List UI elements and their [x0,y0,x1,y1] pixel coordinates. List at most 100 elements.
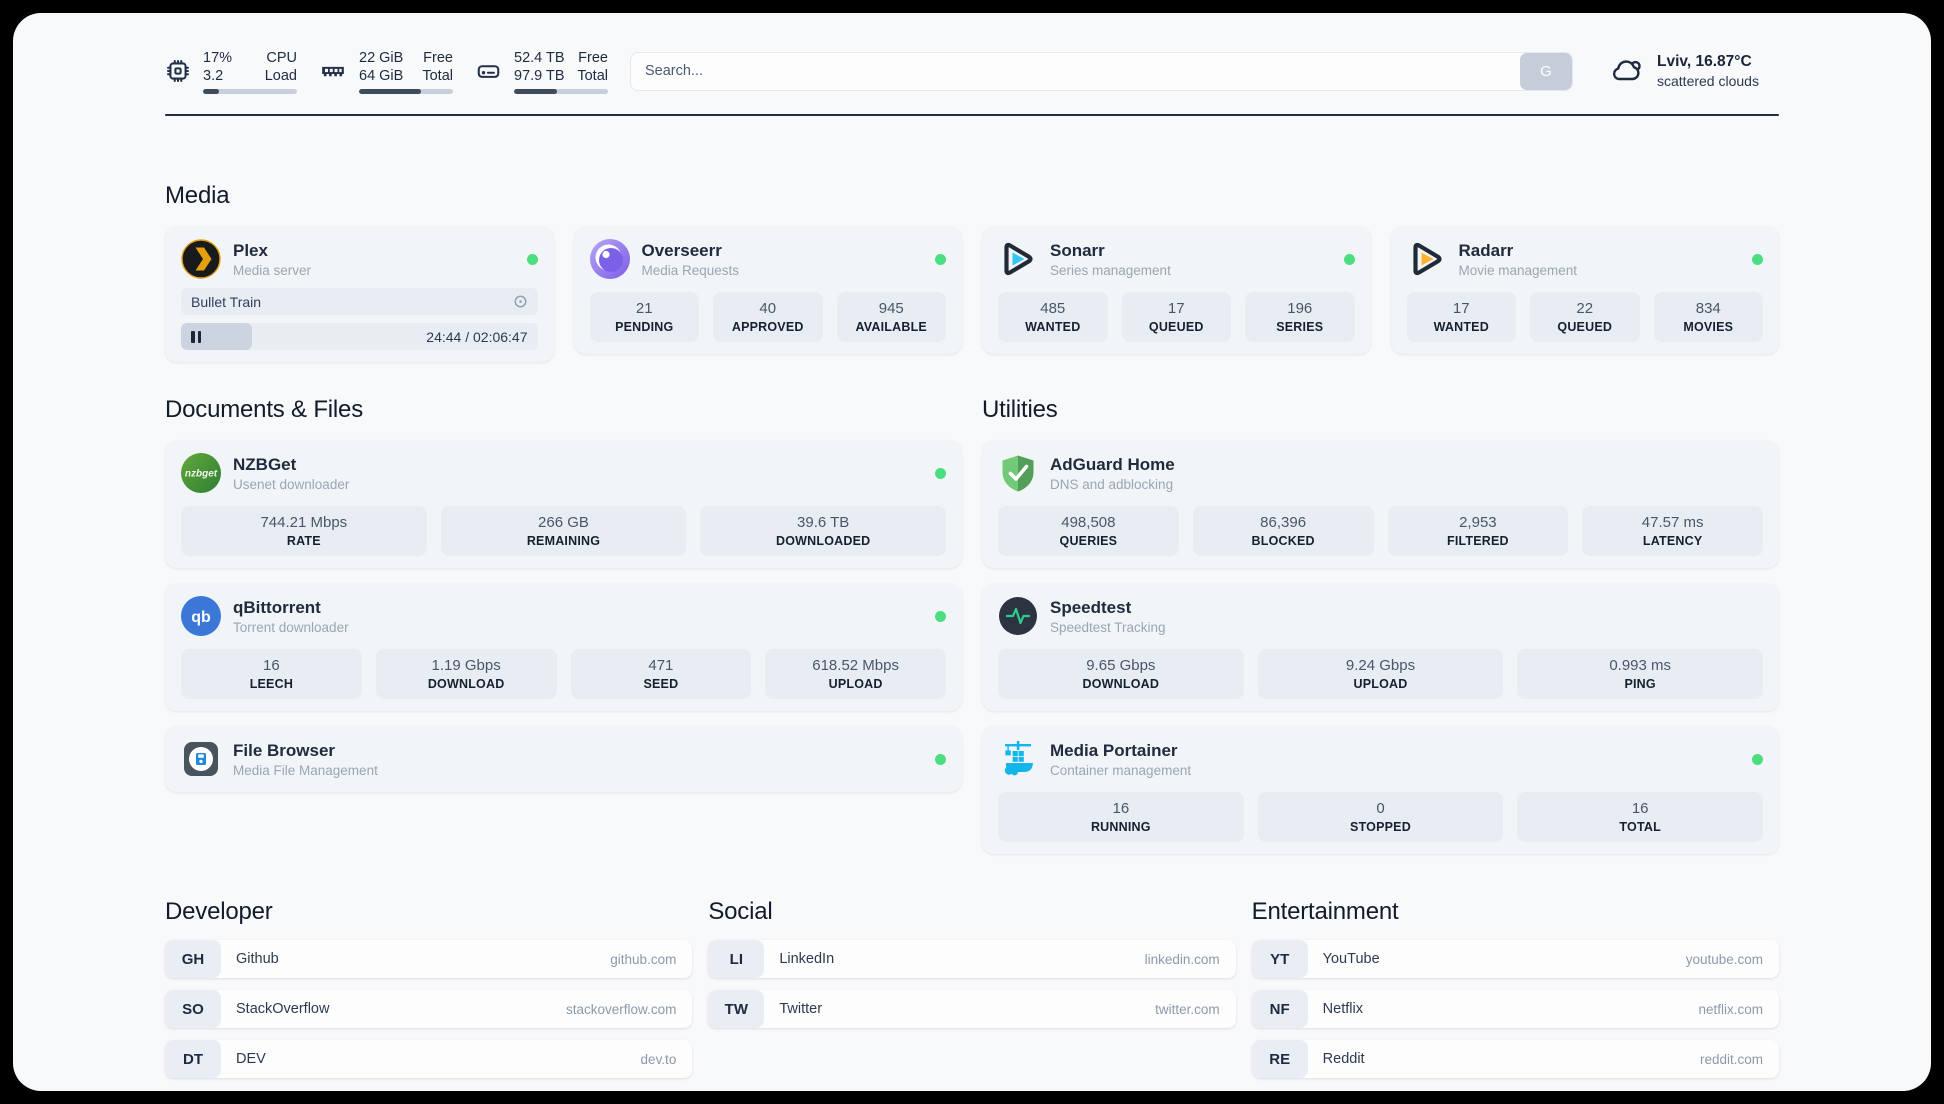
player-progress-row[interactable]: 24:44 / 02:06:47 [181,323,538,350]
stat-value: 40 [759,300,777,317]
app-card-overseerr[interactable]: Overseerr Media Requests 21 PENDING 40 A… [573,226,962,354]
stat-value: 16 [1112,800,1130,817]
cpu-progress-fill [203,88,219,94]
app-card-adguard[interactable]: AdGuard Home DNS and adblocking 498,508 … [982,440,1779,568]
cpu-widget: 17% CPU 3.2 Load [165,49,297,94]
app-subtitle: Torrent downloader [233,619,349,635]
pause-icon[interactable] [191,330,201,343]
app-card-portainer[interactable]: Media Portainer Container management 16 … [982,726,1779,854]
disk-total: 97.9 TB [514,67,565,84]
disk-icon [475,58,502,84]
stat-value: 17 [1167,300,1185,317]
memory-total-label: Total [422,67,453,84]
stat-filtered: 2,953 FILTERED [1387,506,1569,556]
stat-value: 21 [635,300,653,317]
stat-downloaded: 39.6 TB DOWNLOADED [700,506,946,556]
section-entertainment: Entertainment YT YouTube youtube.com NF … [1251,898,1779,1090]
app-subtitle: Media File Management [233,762,378,778]
radarr-icon [1407,239,1447,279]
bookmark-youtube[interactable]: YT YouTube youtube.com [1251,940,1779,978]
filebrowser-icon [181,739,221,779]
stat-value: 47.57 ms [1641,514,1704,531]
stat-value: 17 [1452,300,1470,317]
app-subtitle: DNS and adblocking [1050,476,1174,492]
portainer-icon [998,739,1038,779]
cloud-icon [1609,54,1645,89]
bookmark-dev[interactable]: DT DEV dev.to [165,1040,693,1078]
stat-label: PING [1624,677,1656,691]
bookmark-url: netflix.com [1698,1001,1763,1017]
stat-ping: 0.993 ms PING [1517,649,1763,699]
bookmark-linkedin[interactable]: LI LinkedIn linkedin.com [708,940,1236,978]
bookmark-url: dev.to [640,1051,677,1067]
stat-download: 1.19 Gbps DOWNLOAD [375,649,557,699]
app-title: Sonarr [1050,240,1105,260]
app-card-nzbget[interactable]: nzbget NZBGet Usenet downloader 744.21 M… [165,440,962,568]
stat-label: SEED [643,677,679,691]
app-card-qbittorrent[interactable]: qb qBittorrent Torrent downloader 16 LEE… [165,583,962,711]
now-playing-title: Bullet Train [191,293,262,310]
bookmark-abbr: TW [708,990,765,1028]
app-subtitle: Media server [233,262,312,278]
stat-label: DOWNLOADED [775,534,871,548]
stat-pending: 21 PENDING [589,292,699,342]
stat-value: 266 GB [538,514,589,531]
app-card-sonarr[interactable]: Sonarr Series management 485 WANTED 17 Q… [982,226,1371,354]
search-bar: G [630,51,1573,91]
stat-value: 485 [1040,300,1066,317]
section-title-entertainment: Entertainment [1251,898,1399,925]
bookmark-stackoverflow[interactable]: SO StackOverflow stackoverflow.com [165,990,693,1028]
app-title: Overseerr [641,240,722,260]
bookmark-name: Reddit [1322,1051,1365,1067]
search-input[interactable] [631,52,1520,90]
adguard-icon [998,453,1038,493]
bookmark-name: Netflix [1322,1001,1363,1017]
app-card-speedtest[interactable]: Speedtest Speedtest Tracking 9.65 Gbps D… [982,583,1779,711]
section-documents: Documents & Files nzbget [165,396,962,854]
status-dot [935,253,946,265]
status-dot [935,610,946,622]
app-subtitle: Series management [1050,262,1171,278]
plex-icon [181,239,221,279]
bookmark-twitter[interactable]: TW Twitter twitter.com [708,990,1236,1028]
stat-remaining: 266 GB REMAINING [440,506,687,556]
stat-value: 86,396 [1260,514,1307,531]
stat-seed: 471 SEED [570,649,752,699]
stat-wanted: 17 WANTED [1406,292,1516,342]
disk-progress-fill [514,88,558,94]
stat-total: 16 TOTAL [1517,792,1763,842]
stat-value: 1.19 Gbps [431,657,501,674]
bookmark-name: LinkedIn [779,951,835,967]
stat-label: PENDING [615,320,674,334]
app-subtitle: Container management [1050,762,1192,778]
status-dot [935,467,946,479]
session-icon [513,294,528,309]
app-card-radarr[interactable]: Radarr Movie management 17 WANTED 22 QUE… [1390,226,1779,354]
stat-label: BLOCKED [1251,534,1315,548]
nzbget-icon: nzbget [181,453,221,493]
cpu-label: CPU [266,49,297,66]
stat-label: WANTED [1433,320,1489,334]
stat-value: 9.65 Gbps [1086,657,1156,674]
stat-value: 196 [1287,300,1313,317]
stat-movies: 834 MOVIES [1653,292,1763,342]
stat-stopped: 0 STOPPED [1257,792,1504,842]
stat-leech: 16 LEECH [181,649,362,699]
app-card-plex[interactable]: Plex Media server Bullet Train [165,226,554,362]
app-card-filebrowser[interactable]: File Browser Media File Management [165,726,962,792]
stat-label: REMAINING [526,534,601,548]
memory-widget: 22 GiB Free 64 GiB Total [319,49,453,94]
bookmark-url: twitter.com [1155,1001,1220,1017]
player-time: 24:44 / 02:06:47 [426,328,528,345]
stat-wanted: 485 WANTED [998,292,1108,342]
search-engine-button[interactable]: G [1520,52,1572,90]
stat-label: AVAILABLE [855,320,927,334]
disk-widget: 52.4 TB Free 97.9 TB Total [475,49,608,94]
disk-total-label: Total [577,67,608,84]
weather-widget: Lviv, 16.87°C scattered clouds [1609,52,1779,90]
bookmark-reddit[interactable]: RE Reddit reddit.com [1251,1040,1779,1078]
bookmark-netflix[interactable]: NF Netflix netflix.com [1251,990,1779,1028]
cpu-load: 3.2 [203,67,224,84]
bookmark-github[interactable]: GH Github github.com [165,940,693,978]
memory-progressbar [359,88,453,94]
